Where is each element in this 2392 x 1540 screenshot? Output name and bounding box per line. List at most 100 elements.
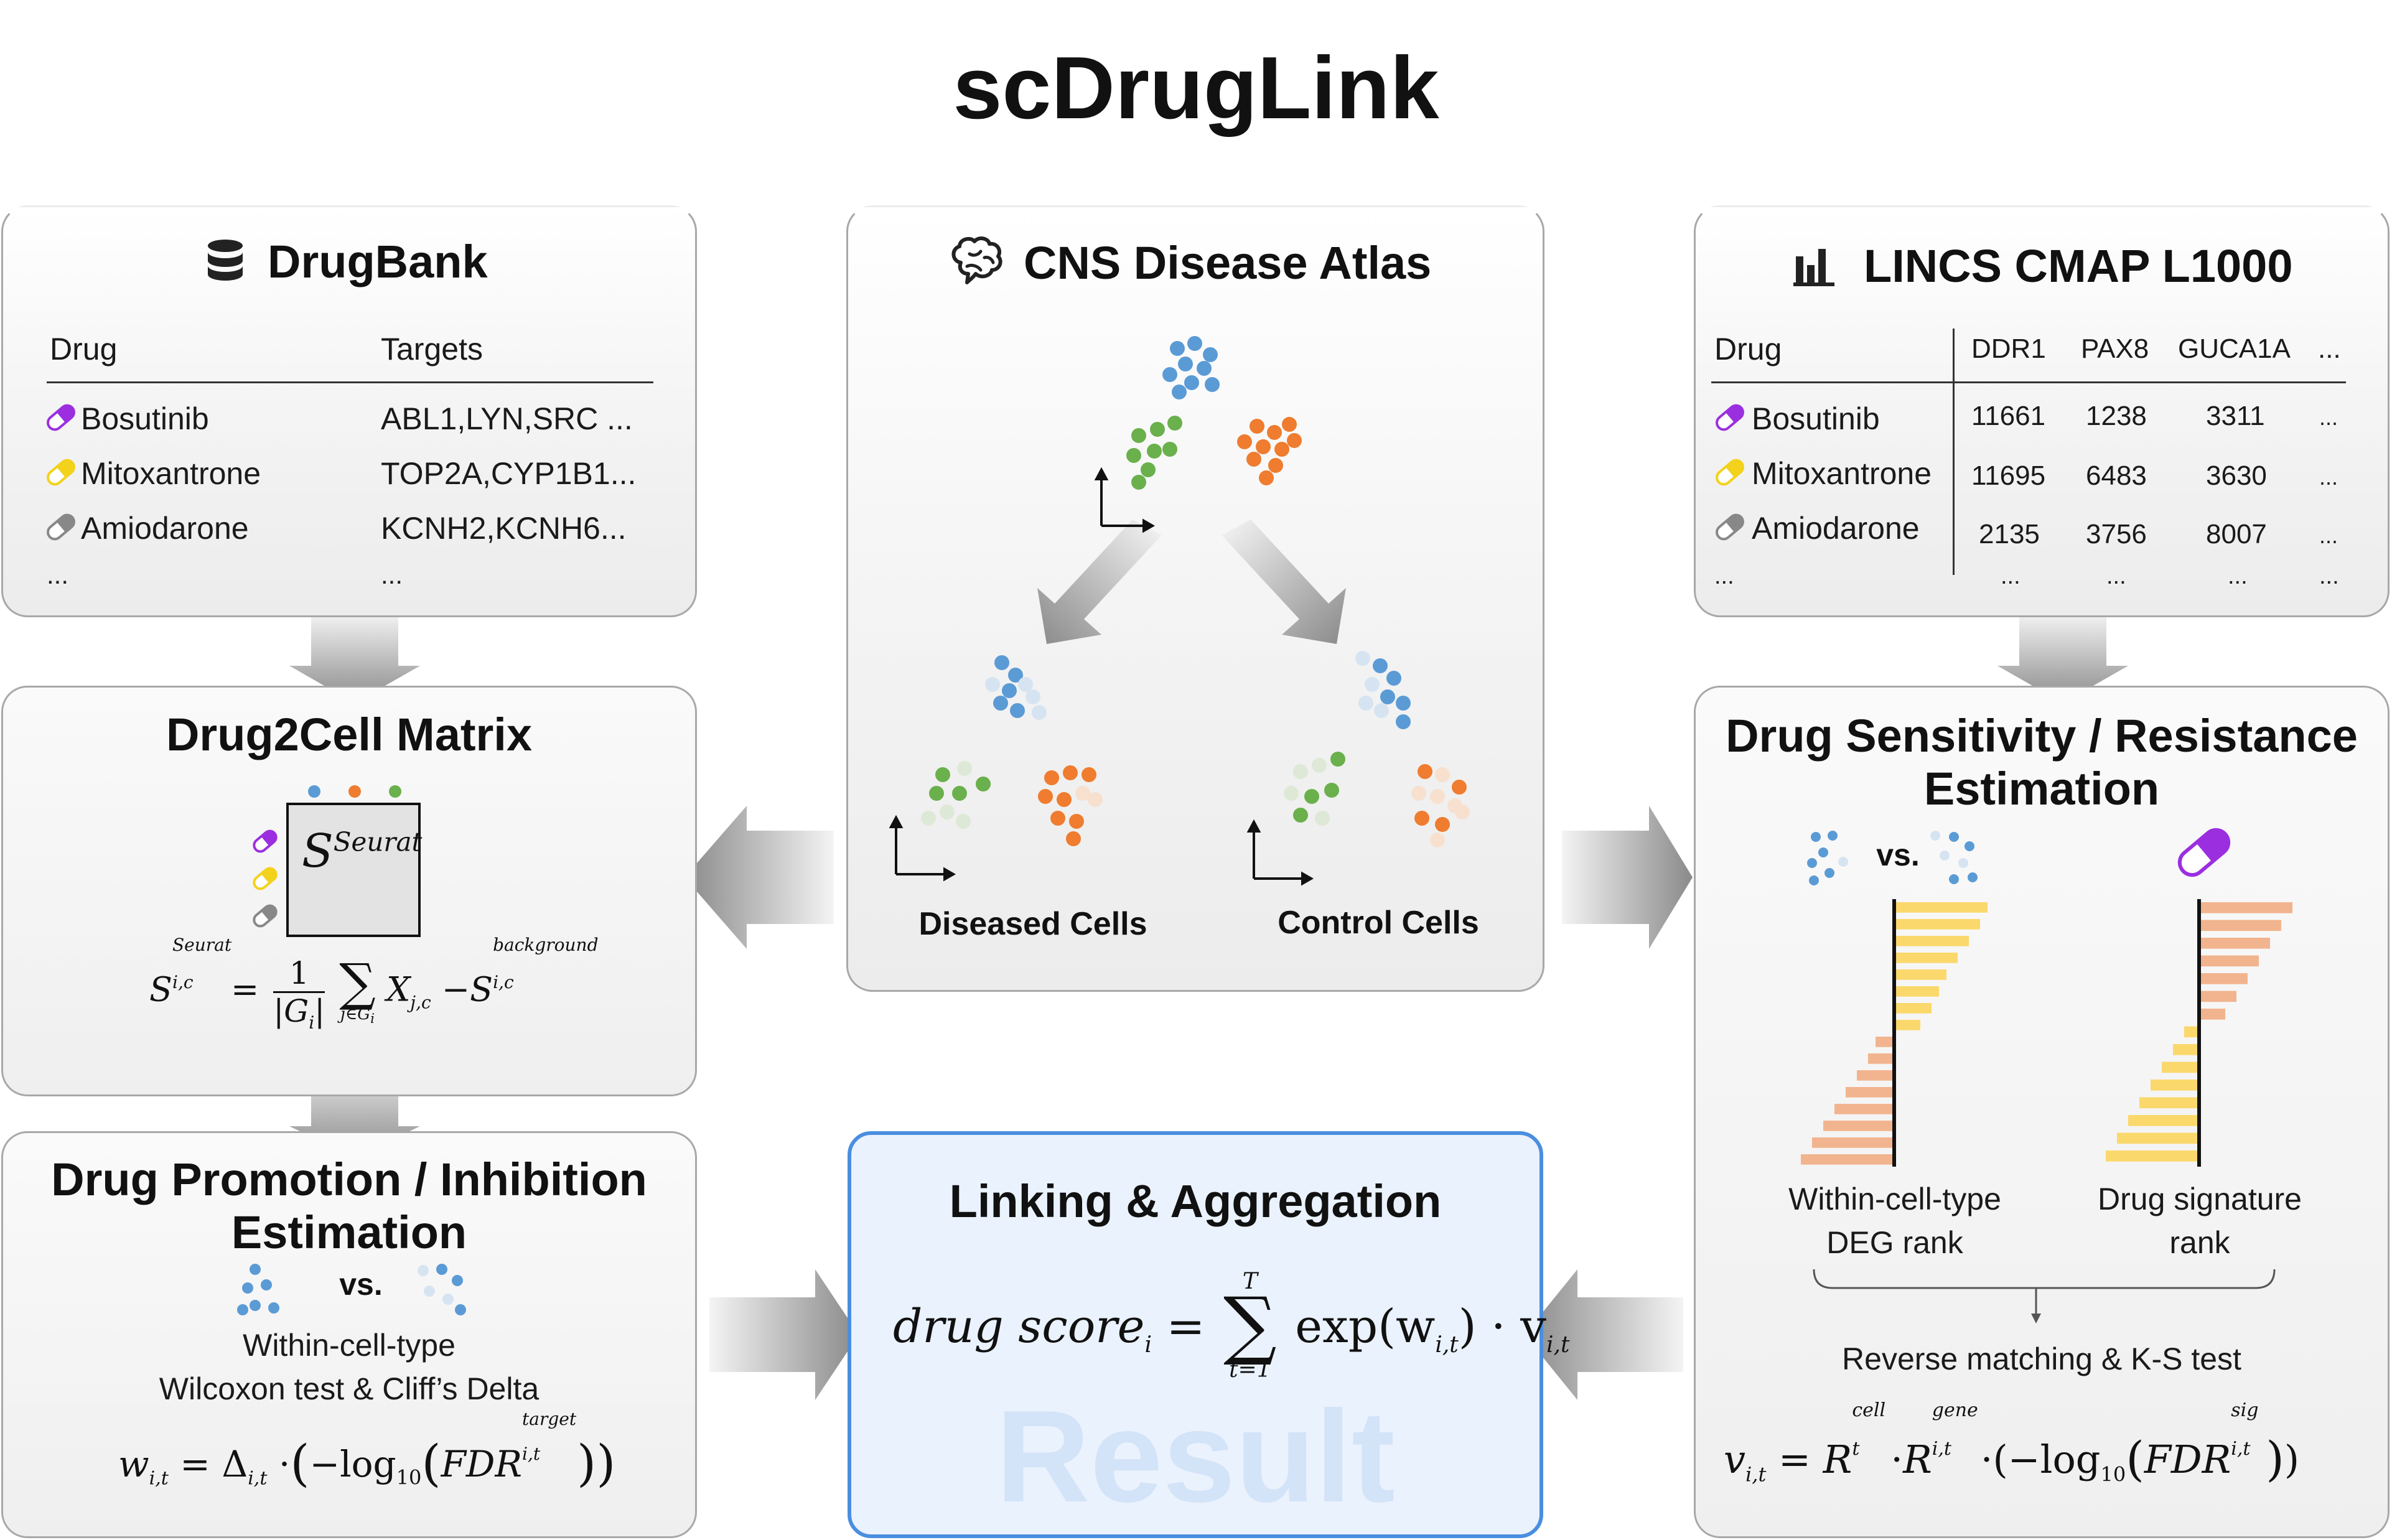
cell-dot [1131, 475, 1146, 490]
cell-dot [1025, 689, 1040, 704]
cell-dot [1162, 442, 1177, 457]
cell-dot [1259, 470, 1274, 485]
cell-dot [1197, 361, 1212, 376]
lincs-col-gene: ... [2318, 334, 2341, 365]
matrix-label: SSeurat [302, 824, 422, 878]
rank-bar [2162, 1062, 2199, 1073]
dot-orange [348, 785, 361, 798]
cell-dot [1324, 783, 1339, 798]
cell-dot [1147, 444, 1162, 459]
database-icon [205, 238, 245, 284]
result-watermark: Result [848, 1381, 1543, 1532]
rank-bar [1876, 1037, 1894, 1047]
cell-dot [1411, 786, 1426, 801]
rank-bar [1801, 1154, 1894, 1165]
drugbank-row-drug: Mitoxantrone [81, 455, 261, 492]
lincs-cell: 11695 [1971, 460, 2045, 492]
promotion-vs-label: vs. [330, 1266, 392, 1302]
cell-dot [1435, 767, 1450, 782]
cell-dot [1452, 780, 1467, 795]
cell-dot [993, 696, 1008, 711]
lincs-row-drug: Bosutinib [1752, 401, 1880, 437]
cell-dot [1126, 448, 1141, 463]
lincs-cell: 11661 [1971, 401, 2045, 432]
promotion-desc-line2: Wilcoxon test & Cliff’s Delta [1, 1371, 697, 1407]
blue-cluster-dark [237, 1264, 279, 1315]
sensitivity-title-line2: Estimation [1694, 762, 2390, 815]
lincs-cell: 2135 [1979, 519, 2040, 550]
drugbank-row-targets: KCNH2,KCNH6... [381, 510, 627, 546]
lincs-cell: ... [2319, 464, 2338, 490]
blue-cluster-light [1930, 831, 1978, 884]
lincs-ellipsis: ... [2319, 563, 2339, 590]
cell-dot [1237, 434, 1252, 449]
rank-bar [2173, 1044, 2199, 1055]
pill-icon-gray [1712, 513, 1747, 541]
cell-dot [1330, 752, 1345, 767]
drugbank-row-targets: ABL1,LYN,SRC ... [381, 401, 633, 437]
cell-dot [1002, 683, 1017, 698]
arrow-promotion-to-result [709, 1269, 859, 1400]
cell-dot [1057, 792, 1072, 807]
bracket-connector [1805, 1266, 2302, 1335]
cell-dot [1312, 758, 1327, 773]
cell-dot [1250, 419, 1264, 434]
cell-dot [1287, 433, 1302, 448]
rank-bar [2199, 920, 2281, 931]
blue-cluster-dark [1807, 831, 1848, 885]
cell-dot [921, 811, 936, 826]
cell-dot [1414, 811, 1429, 826]
cell-dot [1293, 764, 1308, 779]
cell-dot [1267, 425, 1282, 440]
lincs-ellipsis: ... [2001, 563, 2021, 590]
pill-icon-purple [1712, 403, 1747, 432]
drugbank-row-targets: TOP2A,CYP1B1... [381, 455, 636, 492]
cell-dot [1246, 452, 1261, 467]
cell-dot [1172, 385, 1187, 399]
cell-dot [1170, 341, 1185, 356]
lincs-cell: 6483 [2086, 460, 2147, 492]
sensitivity-vs-label: vs. [1864, 837, 1932, 873]
pill-icon-large [2170, 824, 2238, 880]
lincs-row-drug: Mitoxantrone [1752, 455, 1932, 492]
cell-dot [1282, 417, 1297, 432]
lincs-col-gene: PAX8 [2081, 334, 2149, 365]
drugbank-ellipsis: ... [381, 560, 403, 590]
cell-dot [1430, 833, 1445, 847]
cell-dot [1274, 442, 1289, 457]
rank-bar [2184, 1027, 2199, 1038]
cell-dot [1284, 786, 1299, 801]
cell-dot [1066, 831, 1081, 846]
cell-dot [1315, 811, 1330, 826]
drugbank-title: DrugBank [268, 235, 488, 288]
cell-dot [1256, 439, 1271, 454]
cell-dot [1435, 817, 1450, 832]
cell-dot [1063, 765, 1078, 780]
pill-icon-purple [44, 403, 78, 432]
drugbank-header-rule [47, 381, 653, 383]
cell-dot [1418, 764, 1432, 779]
cell-dot [1038, 789, 1053, 804]
cell-dot [1178, 357, 1193, 371]
drugbank-col-targets: Targets [381, 331, 483, 367]
lincs-cell: ... [2319, 523, 2338, 549]
rank-bar [1894, 902, 1988, 913]
atlas-umap-schematic [846, 205, 1544, 992]
rank-bar [1857, 1070, 1894, 1081]
lincs-col-drug: Drug [1714, 331, 1782, 367]
rank-bar [1894, 986, 1939, 997]
cell-dot [1187, 336, 1202, 351]
rank-bar [2199, 956, 2259, 967]
cell-dot [1184, 375, 1199, 390]
cell-dot [1430, 789, 1445, 804]
rank-bar [2151, 1080, 2199, 1091]
drugbank-row-drug: Amiodarone [81, 510, 249, 546]
lincs-cell: 3311 [2206, 401, 2265, 432]
bar-chart-icon [1791, 244, 1837, 287]
lincs-cell: 3630 [2206, 460, 2267, 492]
rank-bar [1894, 1003, 1932, 1014]
cell-dot [1455, 805, 1470, 819]
cell-dot [976, 777, 991, 791]
rank-bar [2128, 1115, 2199, 1126]
